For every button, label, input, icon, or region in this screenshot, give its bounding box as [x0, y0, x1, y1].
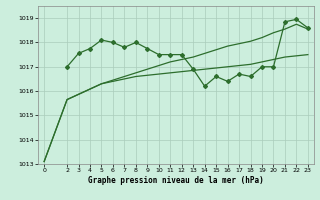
X-axis label: Graphe pression niveau de la mer (hPa): Graphe pression niveau de la mer (hPa) [88, 176, 264, 185]
